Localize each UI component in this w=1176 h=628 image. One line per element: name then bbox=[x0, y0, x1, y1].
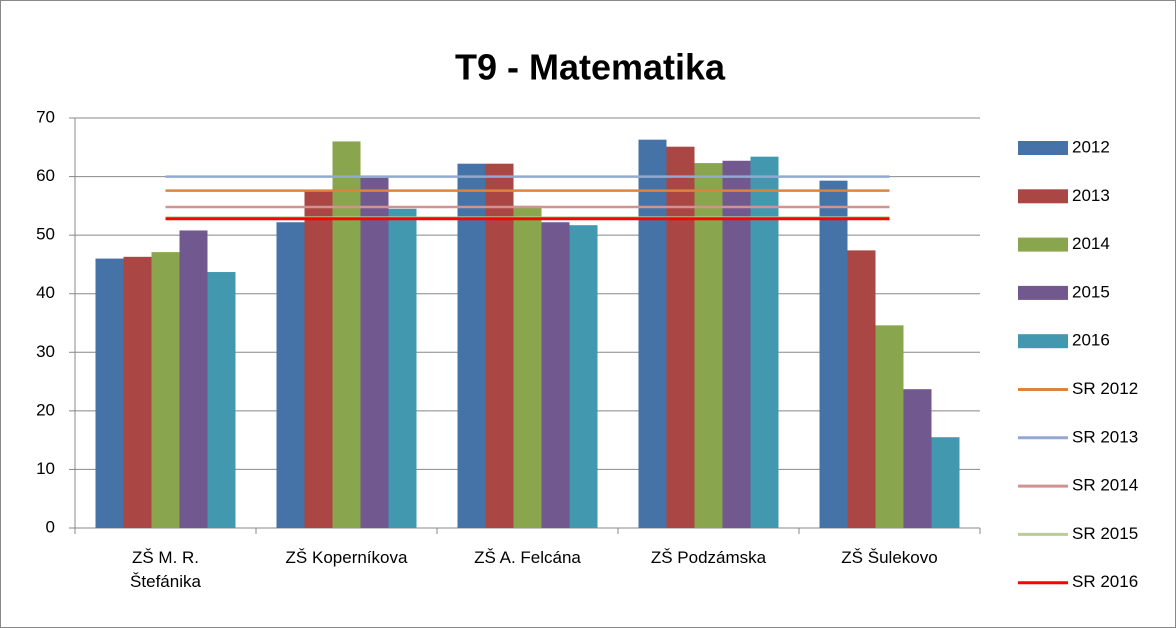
x-tick-label: ZŠ M. R. Štefánika bbox=[130, 548, 201, 591]
bar bbox=[569, 225, 598, 528]
y-tick-label: 50 bbox=[36, 225, 55, 244]
bar bbox=[360, 177, 389, 528]
x-tick-label: ZŠ Koperníkova bbox=[285, 548, 408, 567]
bar bbox=[541, 222, 570, 528]
bar bbox=[457, 163, 486, 528]
bar bbox=[304, 191, 333, 528]
bar bbox=[694, 163, 723, 528]
legend-label: SR 2015 bbox=[1072, 524, 1138, 543]
bar bbox=[875, 325, 904, 528]
bar bbox=[722, 160, 751, 528]
bar bbox=[638, 139, 667, 528]
legend-swatch bbox=[1018, 237, 1068, 252]
bar bbox=[750, 156, 779, 528]
bar bbox=[207, 272, 236, 528]
legend-swatch bbox=[1018, 334, 1068, 349]
bar bbox=[513, 205, 542, 528]
bar bbox=[666, 146, 695, 528]
y-tick-label: 40 bbox=[36, 283, 55, 302]
legend-swatch bbox=[1018, 189, 1068, 204]
bar bbox=[276, 222, 305, 528]
legend-label: 2012 bbox=[1072, 137, 1110, 156]
bar bbox=[931, 437, 960, 528]
chart-title: T9 - Matematika bbox=[455, 47, 726, 88]
y-tick-label: 20 bbox=[36, 400, 55, 419]
y-tick-label: 10 bbox=[36, 459, 55, 478]
legend-label: SR 2014 bbox=[1072, 476, 1138, 495]
y-tick-label: 70 bbox=[36, 107, 55, 126]
legend-label: 2016 bbox=[1072, 331, 1110, 350]
legend-label: 2013 bbox=[1072, 186, 1110, 205]
bar bbox=[123, 256, 152, 528]
y-tick-label: 60 bbox=[36, 166, 55, 185]
bar bbox=[179, 230, 208, 528]
x-tick-label: ZŠ Podzámska bbox=[650, 548, 767, 567]
bar bbox=[819, 180, 848, 528]
legend-swatch bbox=[1018, 141, 1068, 155]
x-tick-label: ZŠ A. Felcána bbox=[474, 548, 581, 567]
legend-label: 2014 bbox=[1072, 234, 1110, 253]
bar bbox=[95, 258, 124, 528]
y-tick-label: 30 bbox=[36, 342, 55, 361]
bar bbox=[151, 252, 180, 528]
legend-swatch bbox=[1018, 285, 1068, 300]
bar bbox=[332, 141, 361, 528]
bar bbox=[903, 389, 932, 528]
bar bbox=[847, 250, 876, 528]
x-tick-label: ZŠ Šulekovo bbox=[841, 548, 938, 567]
bar bbox=[485, 163, 514, 528]
legend-label: SR 2013 bbox=[1072, 427, 1138, 446]
y-tick-label: 0 bbox=[46, 517, 55, 536]
bar bbox=[388, 208, 417, 529]
legend-label: 2015 bbox=[1072, 282, 1110, 301]
legend-label: SR 2012 bbox=[1072, 379, 1138, 398]
legend-label: SR 2016 bbox=[1072, 572, 1138, 591]
